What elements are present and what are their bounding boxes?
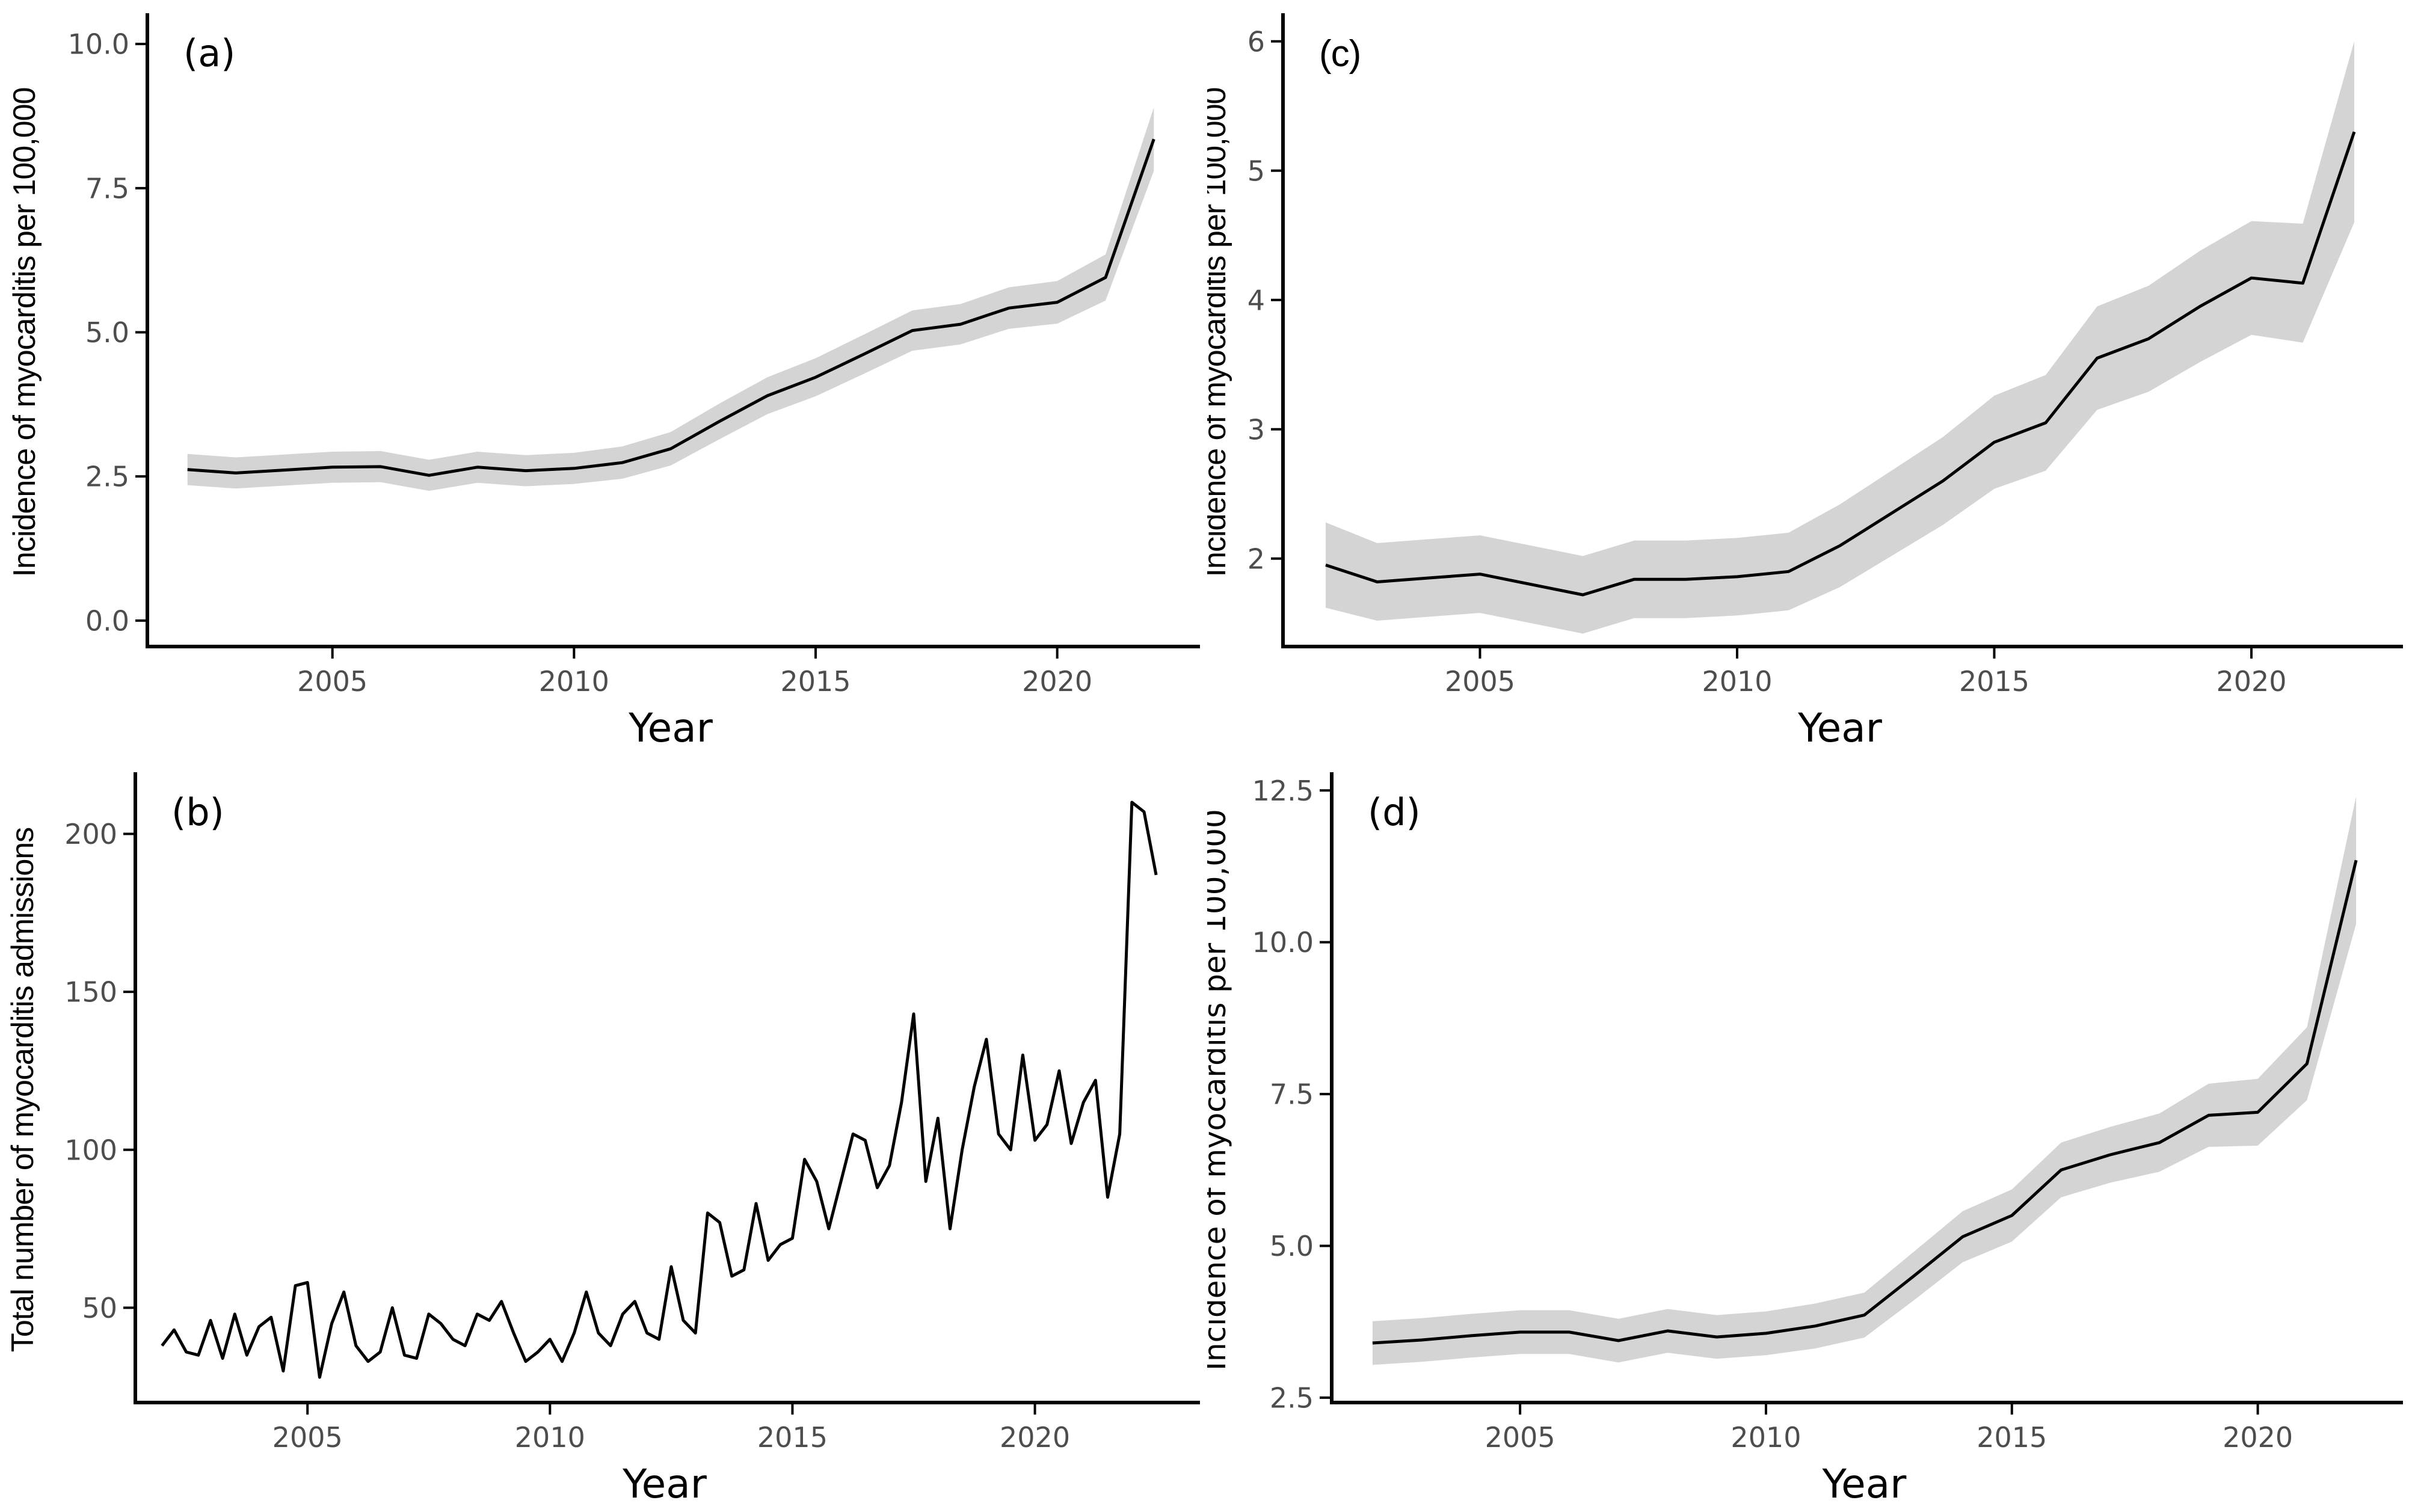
panel-a: 2005 2010 2015 2020 0.0 2.5 5.0 7.5 10.0 Year Inci… xyxy=(0,0,1207,756)
y-axis-title: Total number of myocarditis admissions xyxy=(5,828,40,1352)
y-tick-label: 5 xyxy=(1247,155,1265,187)
x-tick-label: 2015 xyxy=(1959,665,2029,698)
y-tick-label: 6 xyxy=(1247,25,1265,58)
x-axis-title: Year xyxy=(1797,705,1883,751)
panel-tag: (b) xyxy=(171,790,224,834)
panel-tag: (c) xyxy=(1319,33,1361,75)
y-tick-label: 10.0 xyxy=(68,28,129,61)
confidence-ribbon xyxy=(1372,796,2357,1365)
x-tick-label: 2005 xyxy=(297,665,368,698)
y-tick-label: 5.0 xyxy=(85,316,129,349)
x-axis-title: Year xyxy=(1822,1461,1907,1507)
x-tick-label: 2015 xyxy=(1977,1421,2047,1454)
chart-a: 2005 2010 2015 2020 0.0 2.5 5.0 7.5 10.0 Year Inci… xyxy=(7,13,1200,751)
y-tick-label: 2 xyxy=(1247,542,1265,575)
trend-line xyxy=(187,138,1155,477)
y-tick-label: 2.5 xyxy=(85,461,129,493)
panel-c: 2005 2010 2015 2020 2 3 4 5 6 Year Incidence of my… xyxy=(1207,0,2415,756)
chart-b: 2005 2010 2015 2020 50 100 150 200 Year Total num… xyxy=(5,772,1200,1507)
x-tick-label: 2005 xyxy=(1485,1421,1555,1454)
y-axis-title: Incidence of myocarditis per 100,000 xyxy=(7,88,42,577)
x-tick-label: 2020 xyxy=(2216,665,2286,698)
y-tick-label: 7.5 xyxy=(1270,1078,1314,1111)
trend-line xyxy=(1325,131,2356,597)
panel-b: 2005 2010 2015 2020 50 100 150 200 Year Total num… xyxy=(0,756,1207,1512)
y-tick-label: 10.0 xyxy=(1252,926,1314,959)
x-axis-title: Year xyxy=(622,1461,707,1507)
x-tick-label: 2020 xyxy=(1000,1421,1070,1454)
y-tick-label: 100 xyxy=(64,1134,117,1166)
x-tick-label: 2015 xyxy=(780,665,851,698)
y-axis-title: Incidence of myocarditis per 100,000 xyxy=(1207,809,1232,1371)
panel-d: 2005 2010 2015 2020 2.5 5.0 7.5 10.0 12.5 Year Inc… xyxy=(1207,756,2415,1512)
x-tick-label: 2020 xyxy=(1022,665,1092,698)
x-tick-label: 2010 xyxy=(1702,665,1772,698)
y-tick-label: 2.5 xyxy=(1270,1381,1314,1414)
panel-tag: (a) xyxy=(183,31,235,75)
x-axis-title: Year xyxy=(628,705,713,751)
y-axis-title: Incidence of myocarditis per 100,000 xyxy=(1207,88,1232,577)
x-tick-label: 2010 xyxy=(515,1421,585,1454)
trend-line xyxy=(161,801,1158,1379)
y-tick-label: 5.0 xyxy=(1270,1230,1314,1262)
trend-line xyxy=(1372,859,2358,1345)
y-tick-label: 150 xyxy=(64,976,117,1009)
x-tick-label: 2005 xyxy=(272,1421,343,1454)
y-tick-label: 50 xyxy=(82,1292,117,1324)
x-tick-label: 2010 xyxy=(539,665,609,698)
y-tick-label: 200 xyxy=(64,818,117,850)
x-tick-label: 2005 xyxy=(1445,665,1515,698)
y-tick-label: 4 xyxy=(1247,284,1265,316)
confidence-ribbon xyxy=(187,107,1154,491)
y-tick-label: 3 xyxy=(1247,413,1265,446)
x-tick-label: 2010 xyxy=(1730,1421,1801,1454)
chart-d: 2005 2010 2015 2020 2.5 5.0 7.5 10.0 12.5 Year Inc… xyxy=(1207,772,2403,1507)
y-tick-label: 12.5 xyxy=(1252,775,1314,807)
y-tick-label: 0.0 xyxy=(85,604,129,637)
panel-tag: (d) xyxy=(1368,790,1421,834)
x-tick-label: 2015 xyxy=(757,1421,828,1454)
x-tick-label: 2020 xyxy=(2223,1421,2293,1454)
y-tick-label: 7.5 xyxy=(85,172,129,204)
chart-c: 2005 2010 2015 2020 2 3 4 5 6 Year Incidence of my… xyxy=(1207,13,2403,751)
